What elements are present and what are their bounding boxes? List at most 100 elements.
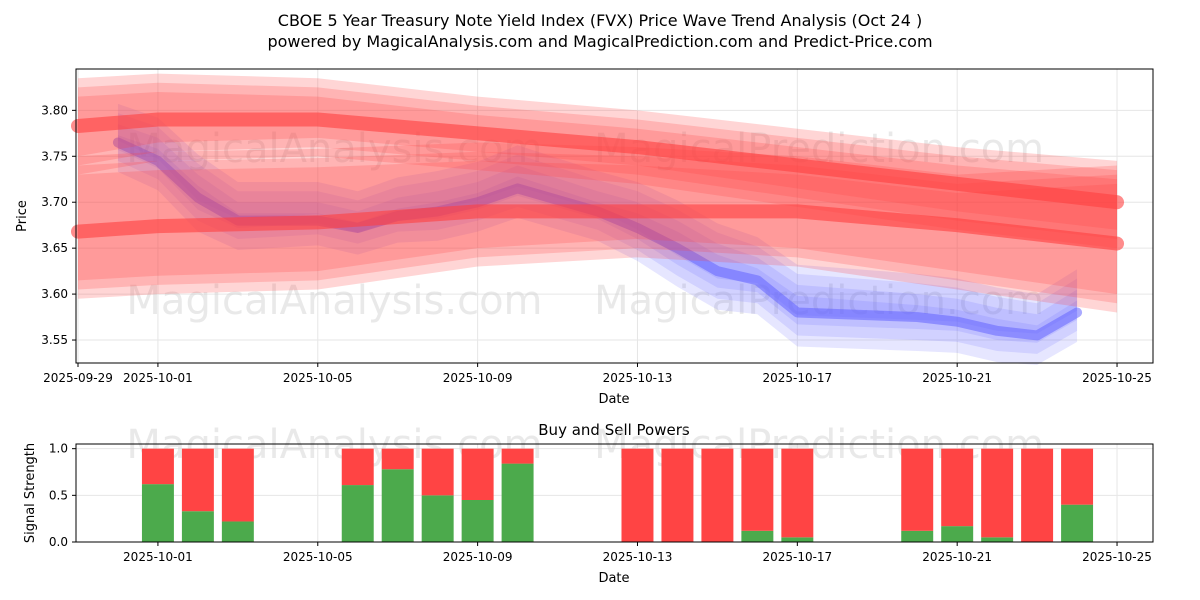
y-tick-label: 0.5 [49, 488, 68, 502]
signal-plot: MagicalAnalysis.com MagicalPrediction.com… [49, 422, 1154, 564]
top-y-axis-label: Price [15, 200, 30, 232]
data-point [797, 312, 798, 313]
data-point [157, 119, 158, 120]
x-tick-label: 2025-10-17 [762, 550, 832, 564]
price-plot: MagicalAnalysis.com MagicalPrediction.com… [41, 68, 1154, 385]
data-point [757, 280, 758, 281]
series-band [77, 91, 1118, 249]
bottom-y-axis-label: Signal Strength [23, 443, 38, 543]
sell-bar [341, 448, 374, 486]
y-tick-label: 1.0 [49, 442, 68, 456]
sell-bar [621, 448, 654, 542]
buy-bar [941, 526, 974, 542]
data-point [917, 317, 918, 318]
sell-bar [941, 448, 974, 527]
data-point [477, 133, 478, 134]
data-point [637, 147, 638, 148]
y-tick-label: 3.70 [41, 195, 68, 209]
series-line [70, 204, 1125, 251]
sell-bar [501, 448, 534, 464]
y-tick-label: 3.65 [41, 241, 68, 255]
buy-bar [781, 537, 814, 542]
watermark-text: MagicalAnalysis.com [126, 278, 542, 324]
sell-bar [781, 448, 814, 538]
series-band [117, 135, 1078, 365]
sell-bar [181, 448, 214, 512]
bottom-x-axis-label: Date [598, 571, 629, 586]
data-point [77, 125, 78, 126]
buy-bar [741, 530, 774, 542]
x-tick-label: 2025-10-13 [603, 550, 673, 564]
series-band [77, 73, 1118, 230]
sell-bar [381, 448, 414, 470]
series-2 [70, 73, 1125, 249]
data-point [1037, 335, 1038, 336]
data-point [997, 330, 998, 331]
sell-bar [221, 448, 254, 522]
x-tick-label: 2025-10-01 [123, 550, 193, 564]
sell-bar [981, 448, 1014, 538]
y-tick-label: 3.60 [41, 287, 68, 301]
x-tick-label: 2025-10-01 [123, 371, 193, 385]
buy-bar [141, 484, 174, 542]
data-point [637, 211, 638, 212]
sell-bar [901, 448, 934, 531]
buy-bar [421, 495, 454, 542]
series-1 [70, 142, 1125, 313]
series-band [77, 160, 1118, 313]
data-point [717, 271, 718, 272]
x-tick-label: 2025-10-25 [1082, 371, 1152, 385]
data-point [77, 231, 78, 232]
sell-bar [1061, 448, 1094, 505]
data-point [317, 222, 318, 223]
data-point [157, 226, 158, 227]
x-tick-label: 2025-10-17 [762, 371, 832, 385]
y-tick-label: 0.0 [49, 535, 68, 549]
sell-bar [461, 448, 494, 500]
top-x-axis-label: Date [598, 392, 629, 407]
x-tick-label: 2025-10-21 [922, 550, 992, 564]
sell-bar [661, 448, 694, 542]
bottom-chart-title: Buy and Sell Powers [538, 421, 690, 439]
x-tick-label: 2025-10-09 [443, 371, 513, 385]
data-point [1117, 202, 1118, 203]
data-point [957, 321, 958, 322]
data-point [1077, 312, 1078, 313]
x-tick-label: 2025-10-05 [283, 550, 353, 564]
data-point [797, 211, 798, 212]
x-tick-label: 2025-10-13 [603, 371, 673, 385]
series-band [117, 103, 1078, 334]
sell-bar [421, 448, 454, 496]
series-band [77, 151, 1118, 304]
y-tick-label: 3.75 [41, 149, 68, 163]
x-tick-label: 2025-10-05 [283, 371, 353, 385]
data-point [797, 165, 798, 166]
buy-bar [981, 537, 1014, 542]
sell-bar [701, 448, 734, 542]
buy-bar [501, 463, 534, 542]
data-point [957, 183, 958, 184]
plot-frame [75, 68, 1154, 364]
series-band [117, 124, 1078, 354]
x-tick-label: 2025-10-21 [922, 371, 992, 385]
series-band [117, 113, 1078, 343]
sell-bar [141, 448, 174, 485]
x-tick-label: 2025-10-09 [443, 550, 513, 564]
buy-bar [381, 469, 414, 542]
buy-bar [181, 511, 214, 542]
chart-subtitle: powered by MagicalAnalysis.com and Magic… [267, 32, 932, 51]
y-tick-label: 3.55 [41, 333, 68, 347]
buy-bar [461, 500, 494, 542]
buy-bar [341, 485, 374, 542]
data-point [317, 119, 318, 120]
buy-bar [221, 521, 254, 542]
buy-bar [901, 530, 934, 542]
series-line [70, 112, 1125, 210]
x-tick-label: 2025-10-25 [1082, 550, 1152, 564]
y-tick-label: 3.80 [41, 103, 68, 117]
sell-bar [741, 448, 774, 531]
buy-bar [1061, 504, 1094, 542]
x-tick-label: 2025-09-29 [43, 371, 113, 385]
sell-bar [1021, 448, 1054, 542]
